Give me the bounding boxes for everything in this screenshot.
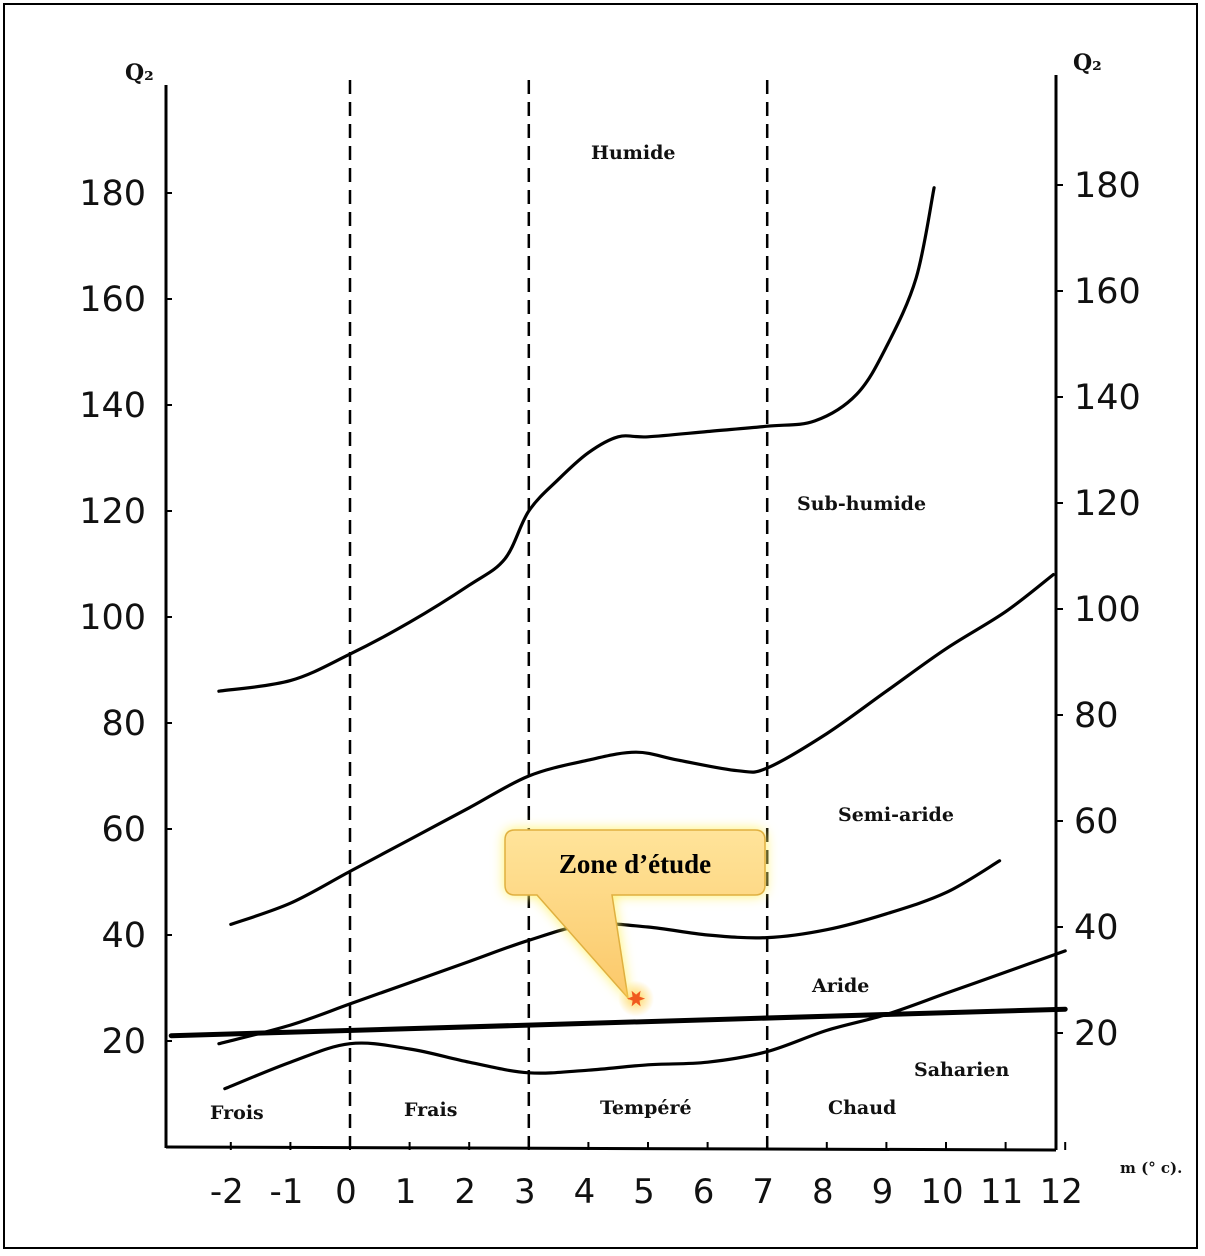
x-tick-label: 1 xyxy=(395,1172,417,1212)
curve-4 xyxy=(168,1006,1068,1039)
x-axis xyxy=(165,1145,1057,1152)
zone-label-tempere: Tempéré xyxy=(600,1097,692,1119)
x-tick-label: 10 xyxy=(920,1172,963,1212)
y-axis-title-left: Q₂ xyxy=(125,60,154,86)
x-tick-label: 0 xyxy=(335,1172,357,1212)
x-axis-title: m (° c). xyxy=(1120,1159,1182,1177)
curve-3 xyxy=(223,949,1067,1091)
temperature-dividers xyxy=(348,80,769,1148)
zone-label-sub-humide: Sub-humide xyxy=(797,493,926,515)
x-tick-label: 8 xyxy=(812,1172,834,1212)
y-tick-label-left: 180 xyxy=(79,174,146,214)
x-tick-label: 5 xyxy=(633,1172,655,1212)
x-tick-label: 4 xyxy=(574,1172,596,1212)
x-tick-label: 11 xyxy=(980,1172,1023,1212)
zone-label-humide: Humide xyxy=(591,142,675,164)
study-point-marker xyxy=(618,980,655,1017)
zone-label-chaud: Chaud xyxy=(828,1097,896,1119)
axes xyxy=(164,75,1058,1152)
x-tick-label: 7 xyxy=(752,1172,774,1212)
curve-0 xyxy=(217,186,936,693)
y-tick-label-right: 100 xyxy=(1074,590,1141,630)
callout-label: Zone d’étude xyxy=(559,849,711,879)
y-tick-label-left: 120 xyxy=(79,492,146,532)
zone-label-frois: Frois xyxy=(210,1102,264,1124)
zone-label-aride: Aride xyxy=(811,975,869,997)
zone-label-saharien: Saharien xyxy=(914,1059,1009,1081)
x-tick-label: 6 xyxy=(693,1172,715,1212)
x-ticks: -2 -1 0 1 2 3 4 5 6 7 8 9 10 11 12 xyxy=(210,1142,1083,1212)
x-tick-label: -2 xyxy=(210,1172,244,1212)
y-tick-label-left: 60 xyxy=(101,810,146,850)
y-tick-label-right: 120 xyxy=(1074,484,1141,524)
zone-label-frais: Frais xyxy=(404,1099,457,1121)
y-tick-label-left: 40 xyxy=(101,916,146,956)
y-tick-label-right: 160 xyxy=(1074,272,1141,312)
y-ticks-left: 20 40 60 80 100 120 140 160 180 xyxy=(79,174,172,1062)
x-tick-label: 3 xyxy=(514,1172,536,1212)
y-tick-label-left: 160 xyxy=(79,280,146,320)
study-zone-callout: Zone d’étude xyxy=(504,829,766,1001)
callout-bubble xyxy=(504,829,766,1001)
x-tick-label: 2 xyxy=(454,1172,476,1212)
x-tick-label: 9 xyxy=(872,1172,894,1212)
y-tick-label-right: 40 xyxy=(1074,908,1119,948)
y-tick-label-right: 20 xyxy=(1074,1014,1119,1054)
x-tick-label: 12 xyxy=(1040,1172,1083,1212)
y-tick-label-right: 60 xyxy=(1074,802,1119,842)
curve-1 xyxy=(229,573,1055,926)
zone-label-semi-aride: Semi-aride xyxy=(838,804,954,826)
y-tick-label-left: 140 xyxy=(79,386,146,426)
study-point-star xyxy=(627,990,646,1007)
x-tick-label: -1 xyxy=(269,1172,303,1212)
y-tick-label-right: 180 xyxy=(1074,166,1141,206)
y-tick-label-left: 20 xyxy=(101,1022,146,1062)
y-ticks-right: 20 40 60 80 100 120 140 160 180 xyxy=(1056,166,1141,1054)
y-tick-label-right: 140 xyxy=(1074,378,1141,418)
y-tick-label-left: 100 xyxy=(79,598,146,638)
chart-frame xyxy=(3,3,1198,1249)
y-tick-label-left: 80 xyxy=(101,704,146,744)
y-tick-label-right: 80 xyxy=(1074,696,1119,736)
y-axis-title-right: Q₂ xyxy=(1073,50,1102,76)
